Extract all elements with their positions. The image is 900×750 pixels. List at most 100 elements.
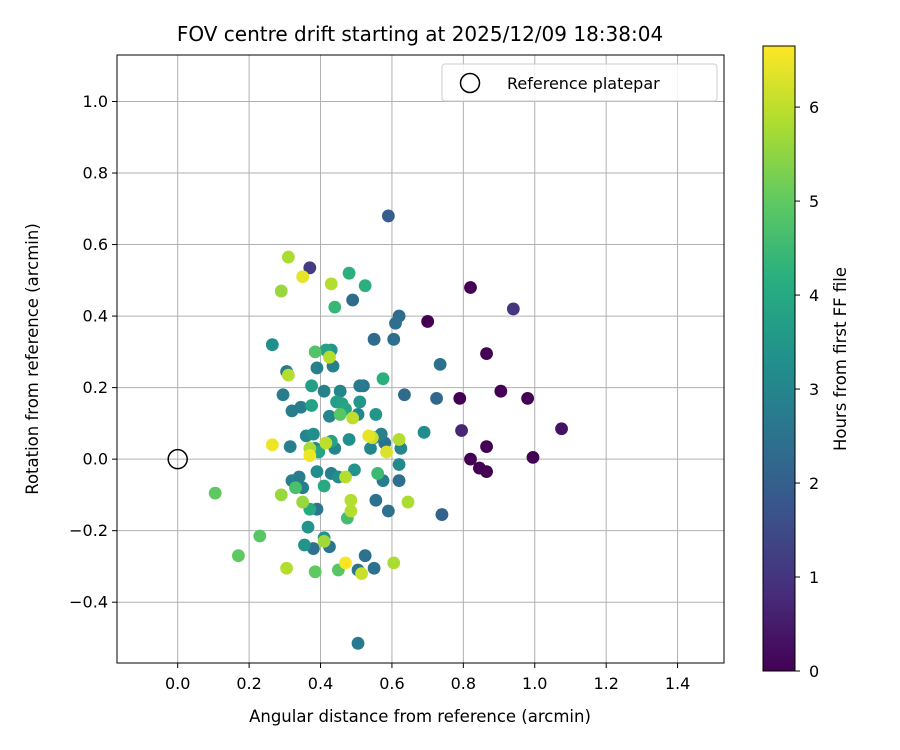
data-point	[301, 520, 315, 534]
data-point	[392, 458, 406, 471]
data-point	[381, 209, 395, 223]
data-point	[376, 372, 390, 386]
data-point	[296, 495, 310, 509]
data-point	[421, 315, 435, 328]
data-point	[351, 636, 365, 650]
data-point	[453, 391, 467, 405]
data-point	[308, 345, 322, 359]
data-point	[353, 395, 367, 409]
x-tick-label: 0.6	[379, 674, 404, 693]
y-tick-label: 0.6	[83, 235, 108, 254]
data-point	[253, 529, 267, 543]
legend-entry-label: Reference platepar	[507, 74, 660, 93]
colorbar-tick-label: 4	[809, 286, 819, 305]
data-point	[265, 338, 279, 352]
x-axis-label: Angular distance from reference (arcmin)	[249, 707, 591, 726]
data-point	[339, 470, 352, 484]
y-tick-label: 0.8	[83, 164, 108, 183]
data-point	[342, 433, 356, 446]
data-point	[296, 270, 310, 284]
data-point	[323, 350, 336, 364]
data-point	[342, 266, 356, 280]
data-point	[367, 561, 381, 575]
data-point	[521, 391, 535, 405]
colorbar-tick-label: 6	[809, 98, 819, 117]
colorbar-tick-label: 0	[809, 662, 819, 681]
data-point	[265, 438, 279, 452]
x-tick-label: 0.8	[451, 674, 476, 693]
data-point	[371, 467, 385, 480]
y-gridlines	[117, 100, 724, 603]
data-point	[381, 504, 395, 518]
data-point	[310, 465, 324, 479]
data-point	[364, 442, 377, 455]
data-point	[464, 452, 477, 466]
data-point	[480, 440, 493, 454]
data-point	[324, 277, 338, 291]
data-point	[401, 495, 415, 509]
data-point	[305, 379, 318, 393]
data-point	[344, 504, 358, 518]
x-tick-label: 1.4	[665, 674, 690, 693]
reference-point-marker	[167, 448, 188, 470]
data-point	[455, 424, 468, 437]
data-point	[355, 567, 368, 580]
data-point	[274, 488, 288, 502]
y-tick-label: −0.2	[69, 521, 108, 540]
data-point	[392, 474, 406, 487]
data-point	[294, 400, 308, 414]
data-point	[319, 436, 333, 450]
data-point	[367, 332, 381, 346]
y-tick-label: 1.0	[83, 92, 108, 111]
data-point	[346, 411, 360, 425]
data-points	[208, 209, 568, 650]
legend-box	[441, 63, 718, 102]
data-point	[353, 379, 367, 393]
data-point	[283, 440, 297, 454]
colorbar-tick-label: 3	[809, 380, 819, 399]
data-point	[333, 408, 347, 421]
data-point	[339, 556, 352, 570]
data-point	[310, 361, 324, 375]
data-point	[506, 302, 520, 316]
data-point	[274, 284, 288, 298]
x-tick-label: 0.4	[308, 674, 333, 693]
data-point	[317, 535, 331, 548]
data-point	[369, 493, 383, 507]
data-point	[358, 549, 372, 563]
y-tick-label: 0.0	[83, 450, 108, 469]
colorbar-tick-label: 2	[809, 474, 819, 493]
data-point	[480, 347, 493, 361]
x-tick-label: 1.2	[593, 674, 618, 693]
data-point	[435, 508, 449, 521]
data-point	[358, 279, 372, 293]
data-point	[348, 463, 361, 477]
data-point	[280, 561, 294, 575]
data-point	[389, 316, 402, 330]
data-point	[328, 300, 342, 314]
data-point	[430, 391, 443, 405]
data-point	[398, 388, 411, 402]
data-point	[333, 384, 347, 398]
data-point	[292, 470, 306, 484]
data-point	[303, 261, 317, 275]
data-point	[464, 281, 477, 294]
colorbar-label: Hours from first FF file	[831, 267, 850, 451]
x-tick-label: 1.0	[522, 674, 547, 693]
data-point	[308, 565, 322, 579]
data-point	[317, 384, 331, 398]
data-point	[387, 332, 401, 346]
colorbar-ticks: 0 1 2 3 4 5 6	[795, 98, 819, 681]
data-point	[323, 409, 336, 423]
y-axis-ticks: −0.4 −0.2 0.0 0.2 0.4 0.6 0.8 1.0	[69, 92, 117, 612]
y-tick-label: 0.4	[83, 307, 108, 326]
data-point	[392, 433, 406, 446]
y-tick-label: −0.4	[69, 593, 108, 612]
colorbar-tick-label: 5	[809, 192, 819, 211]
data-point	[380, 445, 393, 459]
data-point	[306, 427, 320, 441]
y-tick-label: 0.2	[83, 378, 108, 397]
data-point	[208, 486, 222, 500]
colorbar-tick-label: 1	[809, 568, 819, 587]
